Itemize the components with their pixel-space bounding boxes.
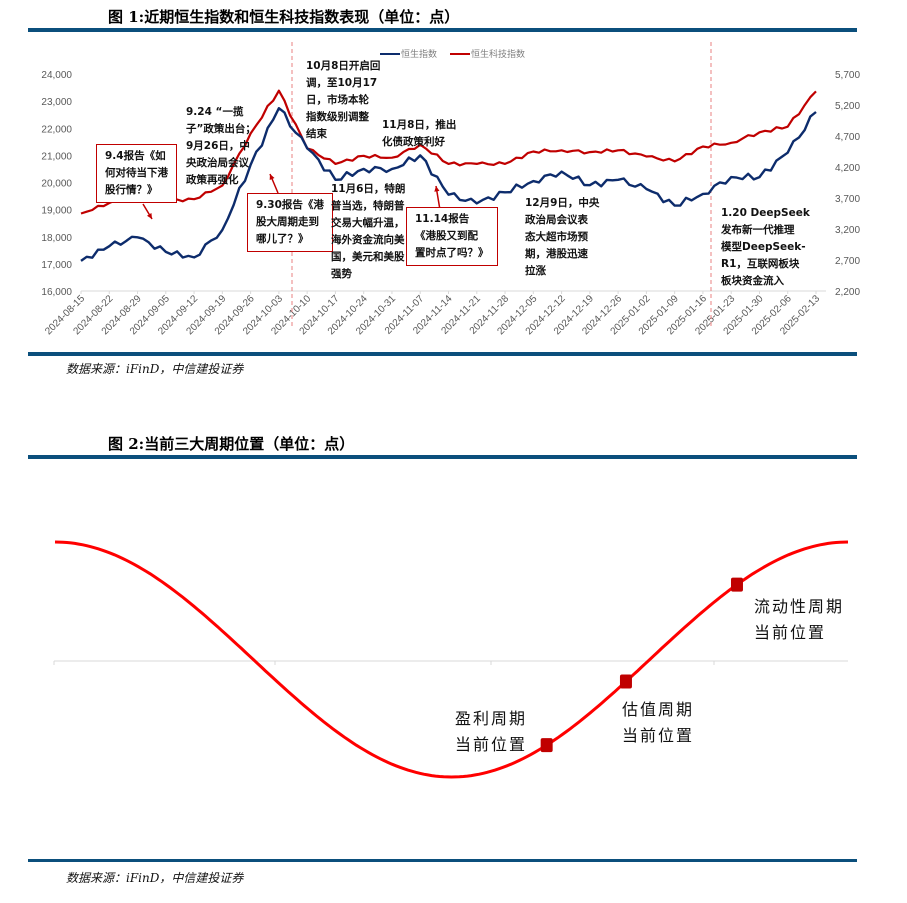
annotation-sep24-policy: 9.24 “一揽 子”政策出台； 9月26日，中 央政治局会议 政策再强化	[186, 106, 256, 186]
arrow-head-icon	[146, 213, 152, 219]
y-left-tick: 21,000	[41, 151, 72, 162]
annotation-nov6-trump: 11月6日，特朗 普当选，特朗普 交易大幅升温， 海外资金流向美 国，美元和美股…	[331, 183, 406, 280]
y-left-tick: 16,000	[41, 287, 72, 298]
y-left-tick: 22,000	[41, 124, 72, 135]
legend-hstech-label: 恒生科技指数	[471, 48, 525, 60]
earnings-cycle-label: 盈利周期 当前位置	[455, 709, 528, 754]
annotation-nov8-debt-policy: 11月8日，推出 化债政策利好	[382, 119, 457, 148]
annotation-dec9-politburo: 12月9日，中央 政治局会议表 态大超市场预 期，港股迅速 拉涨	[525, 197, 600, 277]
annotation-box-sep4-report: 9.4报告《如 何对待当下港 股行情？》	[96, 144, 177, 203]
y-left-tick: 18,000	[41, 233, 72, 244]
y-right-tick: 2,700	[835, 256, 860, 267]
y-right-tick: 5,200	[835, 101, 860, 112]
valuation-cycle-label: 估值周期 当前位置	[622, 700, 695, 745]
liquidity-cycle-marker	[730, 577, 743, 592]
y-left-tick: 19,000	[41, 206, 72, 217]
annotation-box-sep30-report: 9.30报告《港 股大周期走到 哪儿了？》	[247, 193, 333, 252]
y-left-tick: 17,000	[41, 260, 72, 271]
y-right-tick: 4,700	[835, 132, 860, 143]
figure-1-source-note: 数据来源：iFinD，中信建投证券	[66, 362, 244, 376]
valuation-cycle-marker	[619, 674, 632, 689]
y-right-tick: 2,200	[835, 287, 860, 298]
figure-1-top-rule	[28, 28, 857, 32]
earnings-cycle-marker	[540, 738, 553, 753]
y-right-tick: 5,700	[835, 70, 860, 81]
y-left-tick: 24,000	[41, 70, 72, 81]
figure-2-top-rule	[28, 455, 857, 459]
y-right-tick: 3,700	[835, 194, 860, 205]
y-right-tick: 3,200	[835, 225, 860, 236]
y-right-tick: 4,200	[835, 163, 860, 174]
annotation-jan20-deepseek: 1.20 DeepSeek 发布新一代推理 模型DeepSeek- R1，互联网…	[721, 207, 810, 287]
arrow-head-icon	[434, 186, 440, 192]
hsi-index-line	[80, 107, 817, 262]
legend-hsi-label: 恒生指数	[401, 48, 437, 60]
annotation-box-nov14-report: 11.14报告 《港股又到配 置时点了吗？》	[406, 207, 498, 266]
figure-1-bottom-rule	[28, 352, 857, 356]
figure-2-source-note: 数据来源：iFinD，中信建投证券	[66, 871, 244, 885]
annotation-oct8-correction: 10月8日开启回 调，至10月17 日，市场本轮 指数级别调整 结束	[306, 60, 381, 140]
y-left-tick: 20,000	[41, 179, 72, 190]
cycle-curve	[54, 540, 849, 779]
hstech-index-line	[80, 89, 817, 215]
arrow-head-icon	[269, 174, 275, 180]
cycle-position-chart	[53, 540, 849, 779]
line-chart-hsi-hstech: 16,000 17,000 18,000 19,000 20,000 21,000 22,0…	[41, 42, 860, 337]
liquidity-cycle-label: 流动性周期 当前位置	[754, 597, 845, 642]
y-left-tick: 23,000	[41, 97, 72, 108]
figure-2-bottom-rule	[28, 859, 857, 862]
